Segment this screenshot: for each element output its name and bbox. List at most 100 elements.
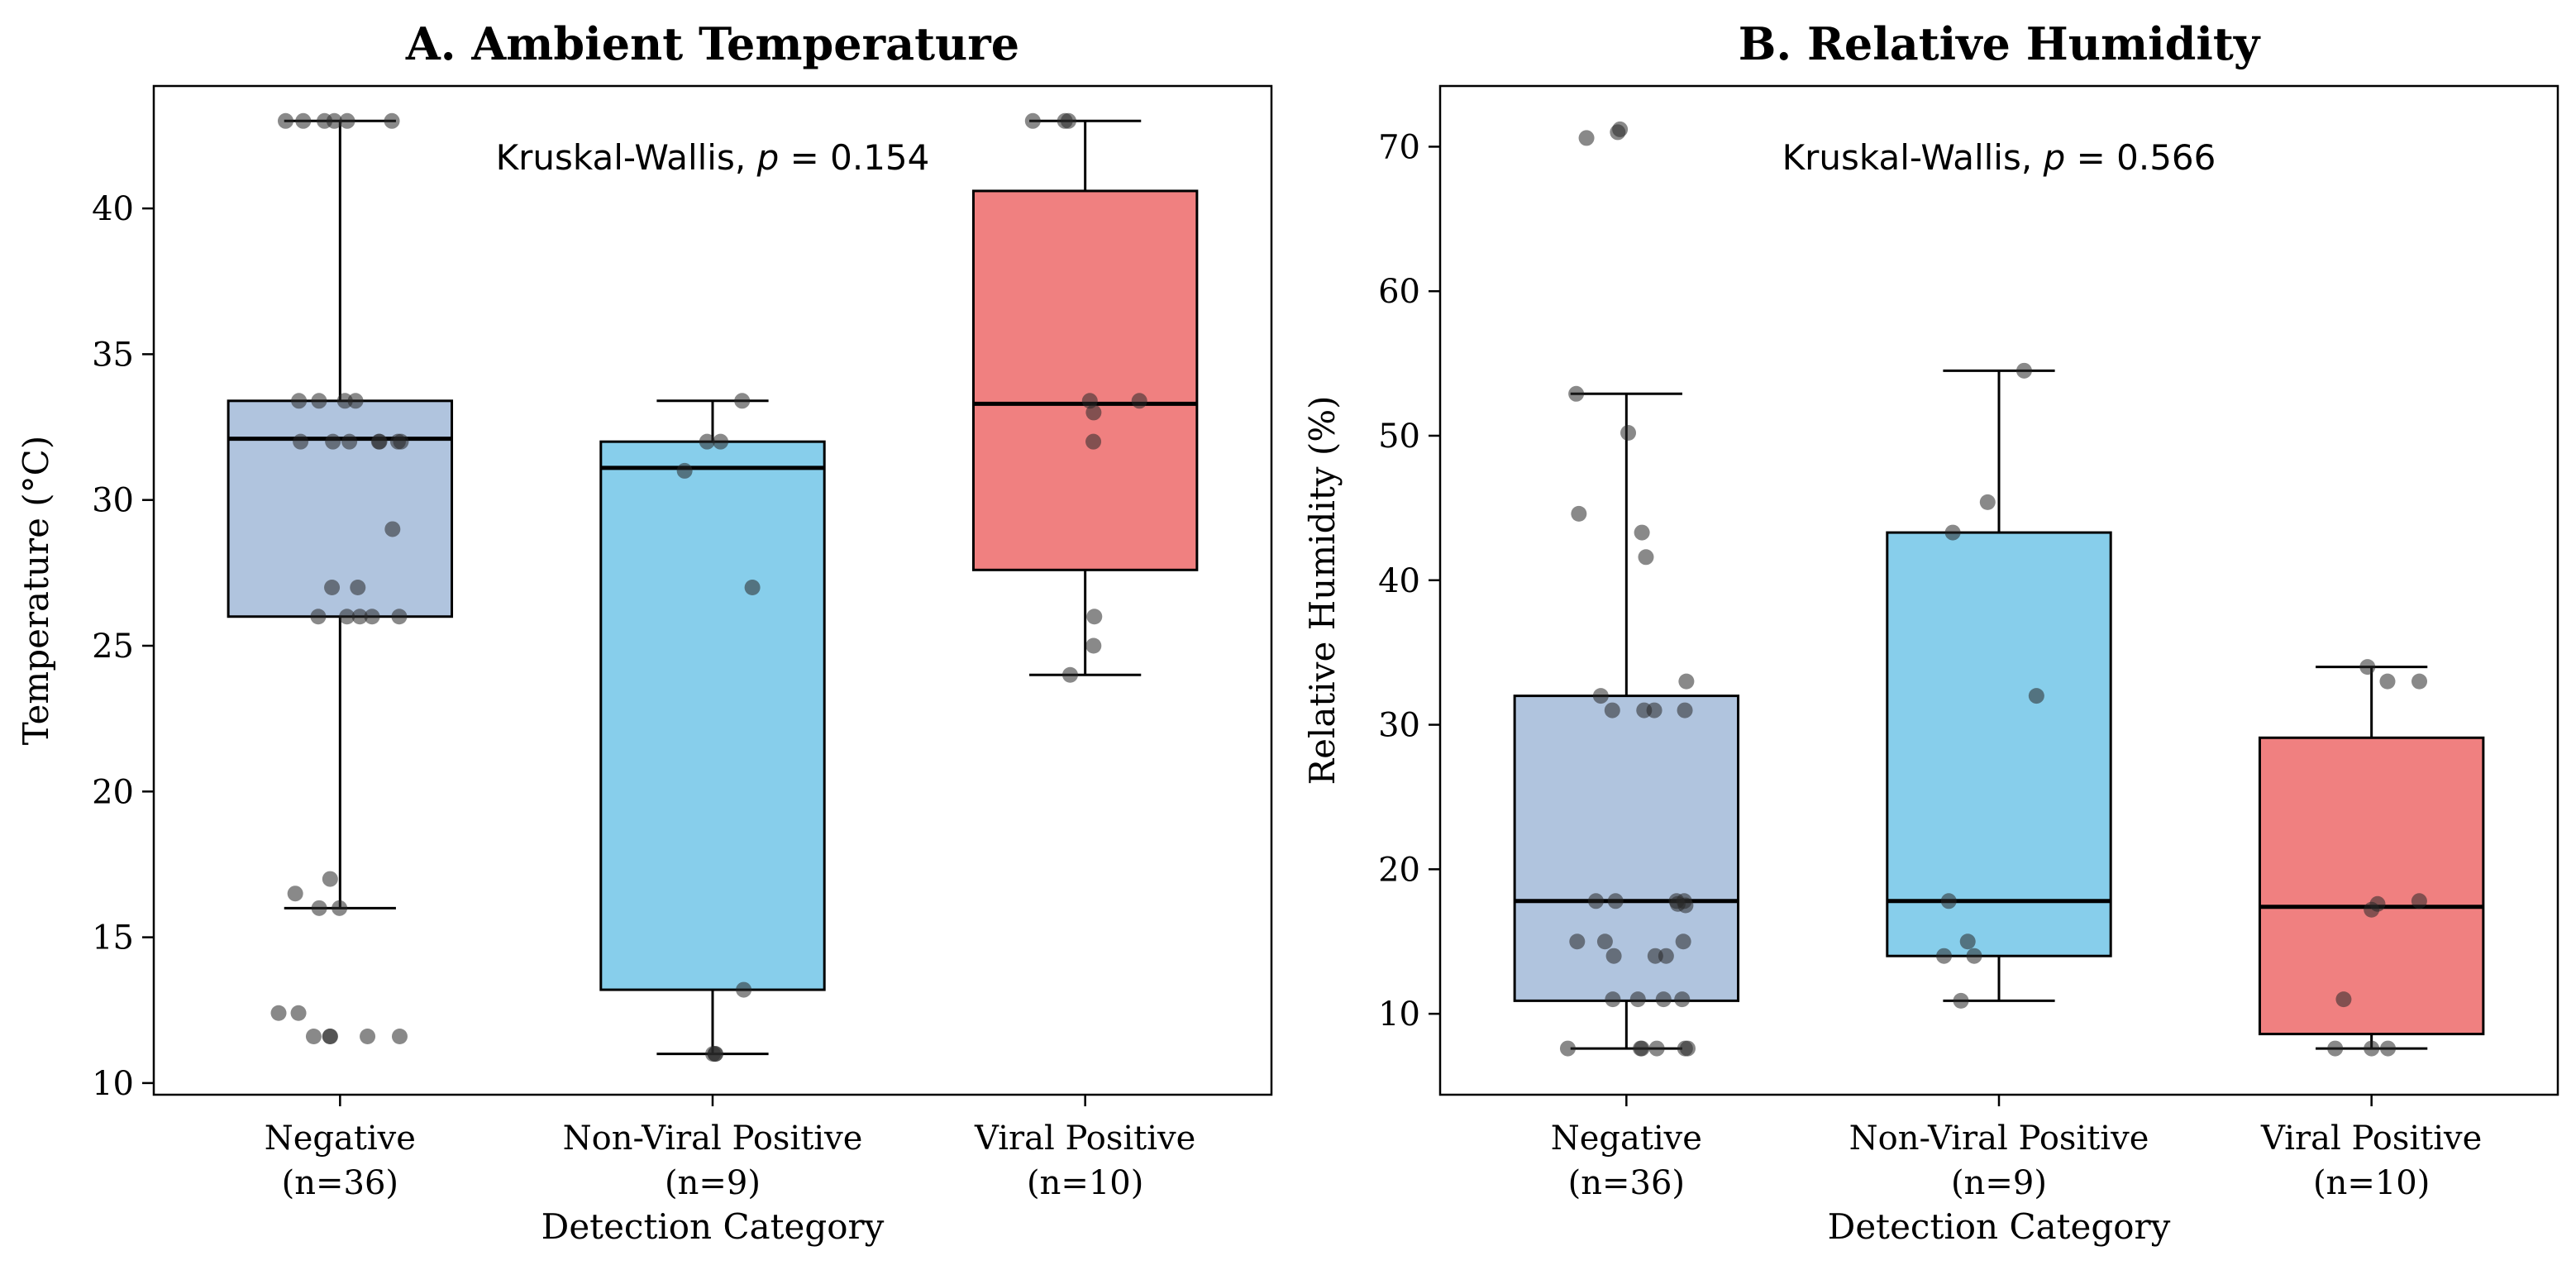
data-point xyxy=(1578,130,1595,146)
data-point xyxy=(291,393,308,409)
data-point xyxy=(1940,893,1957,910)
data-point xyxy=(2411,893,2427,910)
data-point xyxy=(351,609,368,625)
data-point xyxy=(1604,702,1620,719)
data-point xyxy=(391,1028,408,1044)
data-point xyxy=(1648,1040,1665,1057)
data-point xyxy=(277,112,293,129)
data-point xyxy=(1587,893,1604,910)
y-tick-label: 70 xyxy=(1378,128,1420,166)
data-point xyxy=(1620,424,1637,441)
data-point xyxy=(1678,673,1695,690)
data-point xyxy=(1610,124,1626,141)
box-negative xyxy=(1513,695,1740,1002)
y-tick-label: 10 xyxy=(92,1065,134,1103)
data-point xyxy=(339,112,355,129)
data-point xyxy=(305,1028,322,1044)
data-point xyxy=(290,1005,307,1021)
x-axis-label: Detection Category xyxy=(541,1206,885,1247)
data-point xyxy=(676,462,693,479)
data-point xyxy=(1559,1040,1576,1057)
box-non-viral-positive xyxy=(1886,531,2112,957)
data-point xyxy=(1634,524,1650,541)
data-point xyxy=(384,112,400,129)
data-point xyxy=(1571,505,1587,522)
data-point xyxy=(1966,948,1982,964)
data-point xyxy=(1605,948,1622,964)
y-axis-label: Temperature (°C) xyxy=(16,436,56,745)
data-point xyxy=(326,112,342,129)
x-tick-label: Non-Viral Positive xyxy=(1849,1120,2149,1158)
data-point xyxy=(1085,404,1102,421)
data-point xyxy=(713,433,729,450)
data-point xyxy=(1953,992,1969,1009)
data-point xyxy=(336,393,353,409)
data-point xyxy=(270,1005,287,1021)
data-point xyxy=(1061,666,1078,683)
x-tick-count: (n=36) xyxy=(282,1164,398,1202)
box-viral-positive xyxy=(971,189,1199,571)
data-point xyxy=(287,886,303,902)
data-point xyxy=(1636,702,1653,719)
data-point xyxy=(1677,1040,1693,1057)
data-point xyxy=(310,609,327,625)
panel-temperature: A. Ambient Temperature Kruskal-Wallis, p… xyxy=(16,17,1273,1247)
y-tick-label: 10 xyxy=(1378,995,1420,1034)
data-point xyxy=(339,609,355,625)
data-point xyxy=(707,1046,723,1062)
y-tick-label: 20 xyxy=(92,773,134,811)
y-tick-label: 35 xyxy=(92,336,134,374)
box-negative xyxy=(227,399,454,618)
data-point xyxy=(1677,897,1694,914)
x-tick-label: Negative xyxy=(1551,1120,1702,1158)
data-point xyxy=(1024,112,1041,129)
data-point xyxy=(2028,688,2044,704)
y-tick-label: 30 xyxy=(92,482,134,520)
y-tick-label: 25 xyxy=(92,628,134,666)
data-point xyxy=(1658,948,1674,964)
chart-title: B. Relative Humidity xyxy=(1739,17,2261,70)
y-tick-label: 15 xyxy=(92,919,134,957)
data-point xyxy=(699,433,715,450)
data-point xyxy=(293,433,309,450)
data-point xyxy=(1655,991,1672,1008)
kruskal-wallis-annotation: Kruskal-Wallis, p = 0.566 xyxy=(1782,137,2216,178)
data-point xyxy=(1605,991,1621,1008)
data-point xyxy=(1633,1040,1649,1057)
data-point xyxy=(364,609,380,625)
plot-area xyxy=(1513,121,2485,1057)
x-tick-count: (n=10) xyxy=(2313,1164,2430,1202)
data-point xyxy=(1675,933,1691,950)
y-axis-label: Relative Humidity (%) xyxy=(1302,395,1343,785)
data-point xyxy=(1959,933,1976,950)
data-point xyxy=(1979,494,1996,510)
x-tick-count: (n=9) xyxy=(665,1164,761,1202)
data-point xyxy=(1085,637,1102,654)
x-tick-label: Viral Positive xyxy=(2260,1120,2482,1158)
data-point xyxy=(332,900,348,916)
plot-area xyxy=(227,112,1199,1062)
x-axis-label: Detection Category xyxy=(1828,1206,2171,1247)
data-point xyxy=(1677,702,1693,719)
y-tick-label: 30 xyxy=(1378,707,1420,745)
x-tick-count: (n=36) xyxy=(1568,1164,1685,1202)
x-tick-label: Viral Positive xyxy=(974,1120,1195,1158)
data-point xyxy=(1936,948,1953,964)
box-non-viral-positive xyxy=(599,440,826,991)
data-point xyxy=(1131,393,1147,409)
x-tick-count: (n=10) xyxy=(1027,1164,1143,1202)
data-point xyxy=(324,579,341,595)
y-tick-label: 60 xyxy=(1378,273,1420,311)
data-point xyxy=(2015,362,2032,379)
data-point xyxy=(2359,659,2376,676)
data-point xyxy=(744,579,761,595)
y-tick-label: 40 xyxy=(92,190,134,228)
data-point xyxy=(734,393,751,409)
data-point xyxy=(1607,893,1624,910)
x-tick-count: (n=9) xyxy=(1951,1164,2047,1202)
data-point xyxy=(1569,933,1586,950)
data-point xyxy=(384,521,401,537)
y-tick-label: 40 xyxy=(1378,562,1420,600)
x-tick-label: Non-Viral Positive xyxy=(563,1120,863,1158)
data-point xyxy=(1674,991,1691,1008)
